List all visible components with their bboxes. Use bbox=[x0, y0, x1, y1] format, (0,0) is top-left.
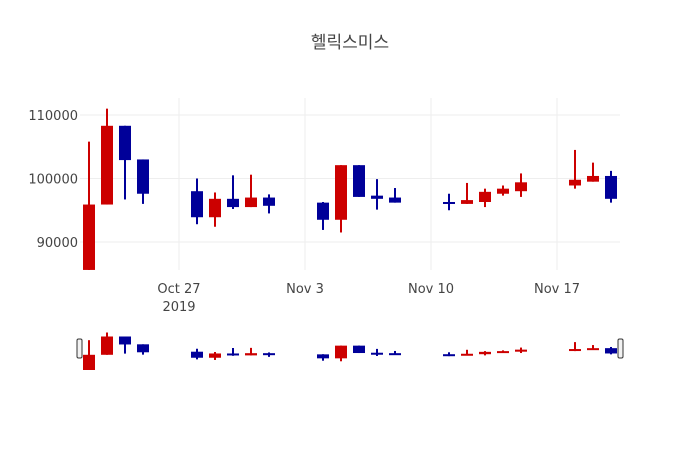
slider-candle bbox=[209, 351, 221, 360]
slider-candle bbox=[389, 350, 401, 356]
candle[interactable] bbox=[353, 165, 365, 197]
candle[interactable] bbox=[101, 108, 113, 205]
slider-candle bbox=[443, 352, 455, 357]
slider-candle bbox=[119, 336, 131, 354]
slider-candle bbox=[605, 346, 617, 355]
main-plot-candles[interactable] bbox=[83, 108, 617, 270]
candle[interactable] bbox=[371, 179, 383, 210]
candle[interactable] bbox=[83, 141, 95, 270]
chart-title: 헬릭스미스 bbox=[311, 33, 389, 53]
range-slider-right-handle[interactable] bbox=[617, 338, 624, 359]
candle[interactable] bbox=[137, 159, 149, 204]
candle[interactable] bbox=[389, 188, 401, 203]
candle[interactable] bbox=[515, 173, 527, 197]
candle[interactable] bbox=[569, 149, 581, 189]
slider-candle bbox=[335, 345, 347, 362]
candle[interactable] bbox=[587, 162, 599, 182]
candle[interactable] bbox=[209, 192, 221, 227]
x-axis-ticks: Oct 27 2019 Nov 3 Nov 10 Nov 17 bbox=[157, 282, 580, 315]
slider-candle bbox=[263, 352, 275, 357]
range-slider-left-handle[interactable] bbox=[76, 338, 83, 359]
slider-candle bbox=[515, 347, 527, 354]
candle[interactable] bbox=[479, 188, 491, 208]
x-tick-year-label: 2019 bbox=[162, 300, 195, 315]
slider-candle bbox=[101, 332, 113, 355]
slider-candle bbox=[245, 347, 257, 356]
candle[interactable] bbox=[119, 125, 131, 200]
candle[interactable] bbox=[263, 194, 275, 214]
y-axis-ticks: 90000 100000 110000 bbox=[28, 109, 78, 251]
slider-candle bbox=[497, 350, 509, 354]
slider-candle bbox=[569, 342, 581, 352]
x-tick-label: Oct 27 bbox=[157, 282, 200, 297]
slider-candle bbox=[587, 345, 599, 351]
slider-candle bbox=[371, 348, 383, 356]
slider-candle bbox=[227, 348, 239, 356]
candle[interactable] bbox=[317, 201, 329, 230]
x-tick-label: Nov 3 bbox=[286, 282, 324, 297]
candle[interactable] bbox=[497, 185, 509, 196]
range-slider-candles bbox=[83, 332, 617, 370]
candle[interactable] bbox=[245, 174, 257, 208]
slider-candle bbox=[137, 344, 149, 355]
candle[interactable] bbox=[335, 165, 347, 233]
slider-candle bbox=[479, 351, 491, 356]
y-tick-label: 90000 bbox=[37, 236, 78, 251]
x-tick-label: Nov 10 bbox=[408, 282, 454, 297]
slider-candle bbox=[191, 348, 203, 360]
candle[interactable] bbox=[227, 175, 239, 209]
candle[interactable] bbox=[443, 193, 455, 211]
gridlines bbox=[80, 98, 620, 270]
candle[interactable] bbox=[605, 170, 617, 203]
slider-candle bbox=[83, 340, 95, 370]
slider-candle bbox=[461, 349, 473, 356]
candle[interactable] bbox=[191, 178, 203, 225]
slider-candle bbox=[317, 354, 329, 361]
candle[interactable] bbox=[461, 182, 473, 204]
y-tick-label: 100000 bbox=[28, 173, 78, 188]
y-tick-label: 110000 bbox=[28, 109, 78, 124]
x-tick-label: Nov 17 bbox=[534, 282, 580, 297]
slider-candle bbox=[353, 345, 365, 354]
